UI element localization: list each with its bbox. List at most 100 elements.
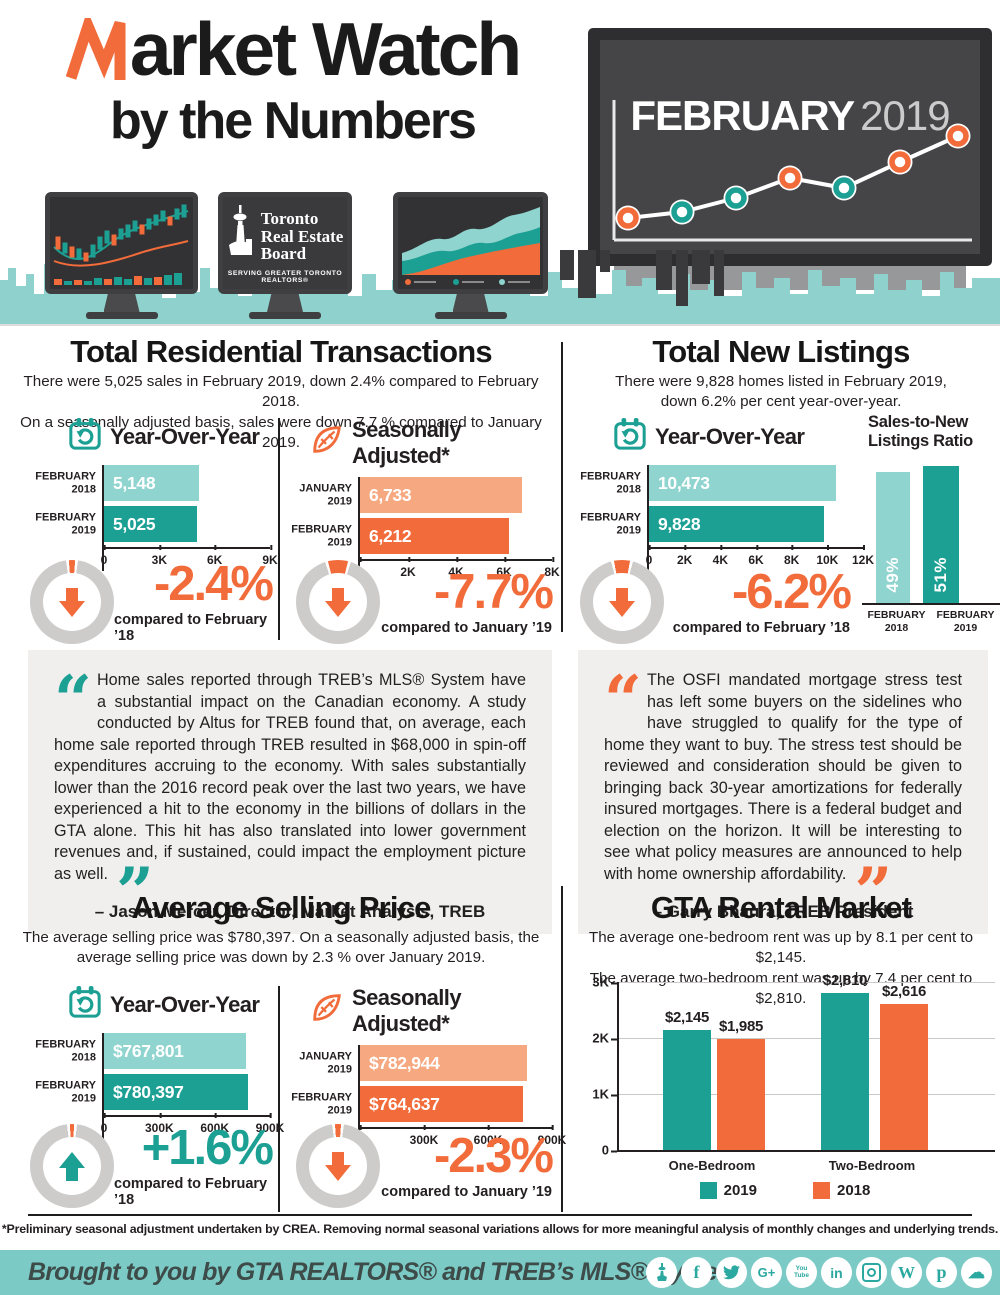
pinterest-icon[interactable]: p — [926, 1257, 957, 1288]
quote-attribution: – Jason Mercer, Director, Market Analysi… — [94, 901, 486, 921]
footer-band: Brought to you by GTA REALTORS® and TREB… — [0, 1250, 1000, 1295]
cn-tower-icon — [227, 205, 253, 268]
price-subtitle: The average selling price was $780,397. … — [22, 929, 540, 967]
legend-2018: 2018 — [813, 1182, 870, 1199]
header-divider — [0, 324, 1000, 326]
chart-label: Year-Over-Year — [655, 424, 805, 449]
social-icons: f G+ You Tube in W p ☁ — [646, 1257, 992, 1288]
treb-logo-text: Toronto Real Estate Board — [260, 208, 344, 264]
rental-bar-chart: 3K 2K 1K 0 $2,145 $1,985 $2,810 $2,616 O… — [575, 972, 995, 1199]
up-arrow-icon — [30, 1124, 114, 1208]
y-tick-1k: 1K — [592, 1087, 617, 1102]
bar-february-2018: 10,473 — [649, 465, 836, 501]
facebook-icon[interactable]: f — [681, 1257, 712, 1288]
subchart-divider — [278, 418, 280, 640]
change-caption: compared to January ’19 — [381, 620, 552, 636]
listings-subtitle: There were 9,828 homes listed in Februar… — [615, 373, 947, 411]
board-year: 2019 — [860, 92, 950, 139]
donut-gauge — [580, 560, 664, 644]
bar-february-2018: $767,801 — [104, 1033, 246, 1069]
google-plus-icon[interactable]: G+ — [751, 1257, 782, 1288]
brand-block: arket Watch by the Numbers — [0, 7, 585, 150]
rental-legend: 2019 2018 — [575, 1182, 995, 1199]
treb-tagline: SERVING GREATER TORONTO REALTORS® — [227, 270, 343, 284]
bar-row: FEBRUARY 2019 $764,637 — [291, 1086, 552, 1122]
category-one-bedroom: One-Bedroom — [668, 1158, 756, 1173]
board-title: FEBRUARY 2019 — [600, 92, 980, 140]
subchart-divider — [278, 986, 280, 1212]
chart-label: Seasonally Adjusted* — [352, 985, 462, 1036]
donut-gauge — [30, 560, 114, 644]
price-title: Average Selling Price — [131, 890, 431, 925]
monitor-treb-logo: Toronto Real Estate Board SERVING GREATE… — [218, 192, 352, 319]
change-caption: compared to February ’18 — [114, 1176, 268, 1208]
change-caption: compared to February ’18 — [672, 620, 850, 636]
donut-gauge — [30, 1124, 114, 1208]
instagram-icon[interactable] — [856, 1257, 887, 1288]
data-point-dots — [615, 123, 971, 231]
price-yoy-chart: Year-Over-Year FEBRUARY 2018 $767,801 FEB… — [30, 985, 284, 1139]
bar-row: FEBRUARY 2019 5,025 — [35, 506, 270, 542]
bar-row: FEBRUARY 2018 $767,801 — [35, 1033, 270, 1069]
bhaura-quote: “The OSFI mandated mortgage stress test … — [578, 650, 988, 934]
youtube-icon[interactable]: You Tube — [786, 1257, 817, 1288]
column-divider — [561, 886, 563, 1212]
listings-yoy-change: -6.2% compared to February ’18 — [580, 560, 852, 644]
twitter-icon[interactable] — [716, 1257, 747, 1288]
bar-february-2019: $780,397 — [104, 1074, 248, 1110]
calendar-refresh-icon — [68, 417, 102, 457]
soundcloud-icon[interactable]: ☁ — [961, 1257, 992, 1288]
down-arrow-icon — [580, 560, 664, 644]
down-arrow-icon — [30, 560, 114, 644]
listings-title: Total New Listings — [652, 334, 910, 369]
down-arrow-icon — [296, 1124, 380, 1208]
listings-yoy-chart: Year-Over-Year FEBRUARY 2018 10,473 FEBRU… — [575, 417, 874, 571]
bar-january-2019: 6,733 — [360, 477, 522, 513]
rental-plot-area: 3K 2K 1K 0 $2,145 $1,985 $2,810 $2,616 — [592, 972, 995, 1158]
column-divider — [561, 342, 563, 632]
leaf-icon — [310, 423, 344, 463]
ratio-bar-2018: 49% — [876, 471, 910, 603]
bar-two-bedroom-2018: $2,616 — [880, 983, 928, 1150]
change-value: -6.2% — [731, 565, 852, 619]
footer-divider — [28, 1214, 972, 1216]
calendar-refresh-icon — [613, 417, 647, 457]
wordpress-icon[interactable]: W — [891, 1257, 922, 1288]
price-sa-chart: Seasonally Adjusted* JANUARY 2019 $782,94… — [291, 985, 566, 1151]
bar-row: FEBRUARY 2018 10,473 — [580, 465, 863, 501]
category-two-bedroom: Two-Bedroom — [828, 1158, 916, 1173]
y-tick-3k: 3K — [592, 975, 617, 990]
transactions-sa-change: -7.7% compared to January ’19 — [296, 560, 554, 644]
change-value: -2.4% — [153, 557, 274, 611]
change-value: -7.7% — [433, 565, 554, 619]
x-axis: 0 2K 4K 6K 8K — [357, 557, 560, 583]
bar-february-2018: 5,148 — [104, 465, 199, 501]
bar-february-2019: 5,025 — [104, 506, 197, 542]
mercer-quote: “Home sales reported through TREB’s MLS®… — [28, 650, 552, 934]
change-value: +1.6% — [141, 1121, 274, 1175]
footnote: *Preliminary seasonal adjustment underta… — [1, 1222, 999, 1236]
y-tick-0: 0 — [602, 1143, 617, 1158]
area-chart-icon — [402, 207, 540, 285]
transactions-subtitle: There were 5,025 sales in February 2019,… — [20, 373, 542, 452]
change-value: -2.3% — [433, 1129, 554, 1183]
bar-row: FEBRUARY 2019 6,212 — [291, 518, 552, 554]
bar-one-bedroom-2018: $1,985 — [717, 1018, 765, 1150]
bar-one-bedroom-2019: $2,145 — [663, 1009, 711, 1150]
cn-tower-icon[interactable] — [646, 1257, 677, 1288]
bar-february-2019: 6,212 — [360, 518, 510, 554]
market-watch-zigzag-m-icon — [65, 10, 128, 87]
legend-2019: 2019 — [699, 1182, 757, 1199]
february-board: FEBRUARY 2019 — [588, 28, 992, 266]
page-title: arket Watch — [129, 7, 522, 91]
page-subtitle: by the Numbers — [110, 92, 477, 150]
price-sa-change: -2.3% compared to January ’19 — [296, 1124, 554, 1208]
x-axis: 0 300K 600K 900K — [357, 1125, 566, 1151]
board-line-chart — [612, 100, 972, 242]
bar-two-bedroom-2019: $2,810 — [821, 972, 869, 1150]
bar-february-2019: $764,637 — [360, 1086, 524, 1122]
linkedin-icon[interactable]: in — [821, 1257, 852, 1288]
donut-gauge — [296, 1124, 380, 1208]
transactions-yoy-chart: Year-Over-Year FEBRUARY 2018 5,148 FEBRUA… — [30, 417, 278, 571]
